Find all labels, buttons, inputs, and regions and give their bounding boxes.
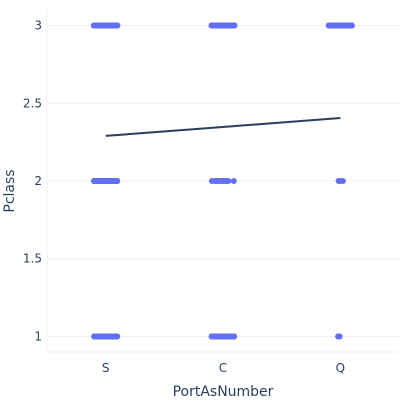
data-point [337, 178, 344, 184]
y-tick-label: 1.5 [23, 252, 42, 266]
y-tick-label: 2 [34, 174, 42, 188]
data-point [92, 178, 99, 184]
trendline [105, 117, 341, 137]
x-tick-label: S [102, 361, 110, 375]
data-point [110, 333, 117, 340]
data-point [343, 22, 350, 29]
y-tick-label: 3 [34, 19, 42, 33]
tick-labels: 1 1.5 2 2.5 3 S C Q [23, 19, 345, 375]
data-point [212, 178, 219, 184]
data-point [219, 178, 226, 184]
data-points [90, 22, 355, 340]
data-point [209, 333, 216, 340]
data-point [226, 333, 233, 340]
axes [46, 10, 399, 353]
data-point [99, 178, 106, 184]
data-point [105, 22, 112, 29]
x-axis-title: PortAsNumber [173, 384, 274, 400]
data-point [96, 333, 103, 340]
data-point [230, 333, 237, 340]
data-point [213, 333, 220, 340]
data-point [329, 22, 336, 29]
data-point [93, 22, 100, 29]
data-point [230, 178, 237, 184]
x-tick-label: Q [336, 361, 345, 375]
y-tick-label: 1 [34, 329, 42, 343]
data-point [225, 22, 232, 29]
y-axis-title: Pclass [2, 169, 18, 212]
data-point [105, 178, 112, 184]
data-point [225, 178, 232, 184]
data-point [218, 22, 225, 29]
data-point [335, 333, 342, 340]
data-point [110, 22, 117, 29]
trendline-layer [105, 117, 341, 137]
y-tick-label: 2.5 [23, 96, 42, 110]
x-tick-label: C [219, 361, 227, 375]
data-point [211, 22, 218, 29]
data-point [219, 333, 226, 340]
data-point [348, 22, 355, 29]
